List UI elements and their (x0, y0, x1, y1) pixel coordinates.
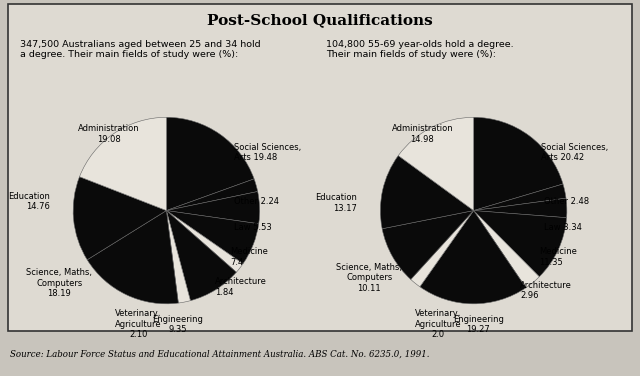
Text: Veterinary,
Agriculture
2.10: Veterinary, Agriculture 2.10 (115, 309, 162, 339)
Text: Other 2.24: Other 2.24 (234, 197, 278, 206)
Text: Medicine
11.35: Medicine 11.35 (539, 247, 577, 267)
Wedge shape (79, 117, 166, 211)
Text: Social Sciences,
Arts 20.42: Social Sciences, Arts 20.42 (541, 143, 608, 162)
Wedge shape (474, 211, 540, 288)
Wedge shape (398, 117, 474, 211)
Text: Source: Labour Force Status and Educational Attainment Australia. ABS Cat. No. 6: Source: Labour Force Status and Educatio… (10, 350, 429, 359)
Text: Law 3.34: Law 3.34 (543, 223, 581, 232)
Wedge shape (87, 211, 179, 304)
Wedge shape (420, 211, 526, 304)
Text: Education
14.76: Education 14.76 (8, 191, 50, 211)
Text: Law 5.53: Law 5.53 (234, 223, 271, 232)
Text: Architecture
1.84: Architecture 1.84 (215, 277, 267, 297)
Wedge shape (380, 156, 474, 229)
Text: Social Sciences,
Arts 19.48: Social Sciences, Arts 19.48 (234, 143, 301, 162)
Wedge shape (474, 117, 563, 211)
Wedge shape (474, 184, 566, 211)
Wedge shape (166, 191, 260, 224)
Wedge shape (382, 211, 474, 279)
Text: Veterinary,
Agriculture
2.0: Veterinary, Agriculture 2.0 (415, 309, 461, 339)
Wedge shape (166, 211, 191, 303)
Wedge shape (73, 177, 166, 260)
Text: Education
13.17: Education 13.17 (315, 193, 357, 213)
Wedge shape (166, 179, 258, 211)
Text: Architecture
2.96: Architecture 2.96 (520, 281, 572, 300)
Text: 104,800 55-69 year-olds hold a degree.
Their main fields of study were (%):: 104,800 55-69 year-olds hold a degree. T… (326, 40, 514, 59)
Text: Medicine
7.4: Medicine 7.4 (230, 247, 268, 267)
Text: Engineering
19.27: Engineering 19.27 (453, 315, 504, 334)
Wedge shape (166, 211, 243, 272)
Wedge shape (166, 211, 236, 301)
Wedge shape (166, 211, 259, 264)
Text: Administration
19.08: Administration 19.08 (78, 124, 140, 144)
Text: Science, Maths,
Computers
10.11: Science, Maths, Computers 10.11 (336, 263, 402, 293)
FancyBboxPatch shape (8, 4, 632, 331)
Text: 347,500 Australians aged between 25 and 34 hold
a degree. Their main fields of s: 347,500 Australians aged between 25 and … (20, 40, 260, 59)
Wedge shape (411, 211, 474, 287)
Text: Other 2.48: Other 2.48 (543, 197, 589, 206)
Text: Science, Maths,
Computers
18.19: Science, Maths, Computers 18.19 (26, 268, 92, 298)
Text: Engineering
9.35: Engineering 9.35 (152, 315, 203, 334)
Text: Post-School Qualifications: Post-School Qualifications (207, 14, 433, 27)
Text: Administration
14.98: Administration 14.98 (392, 124, 453, 144)
Wedge shape (474, 198, 567, 218)
Wedge shape (474, 211, 566, 277)
Wedge shape (166, 117, 254, 211)
